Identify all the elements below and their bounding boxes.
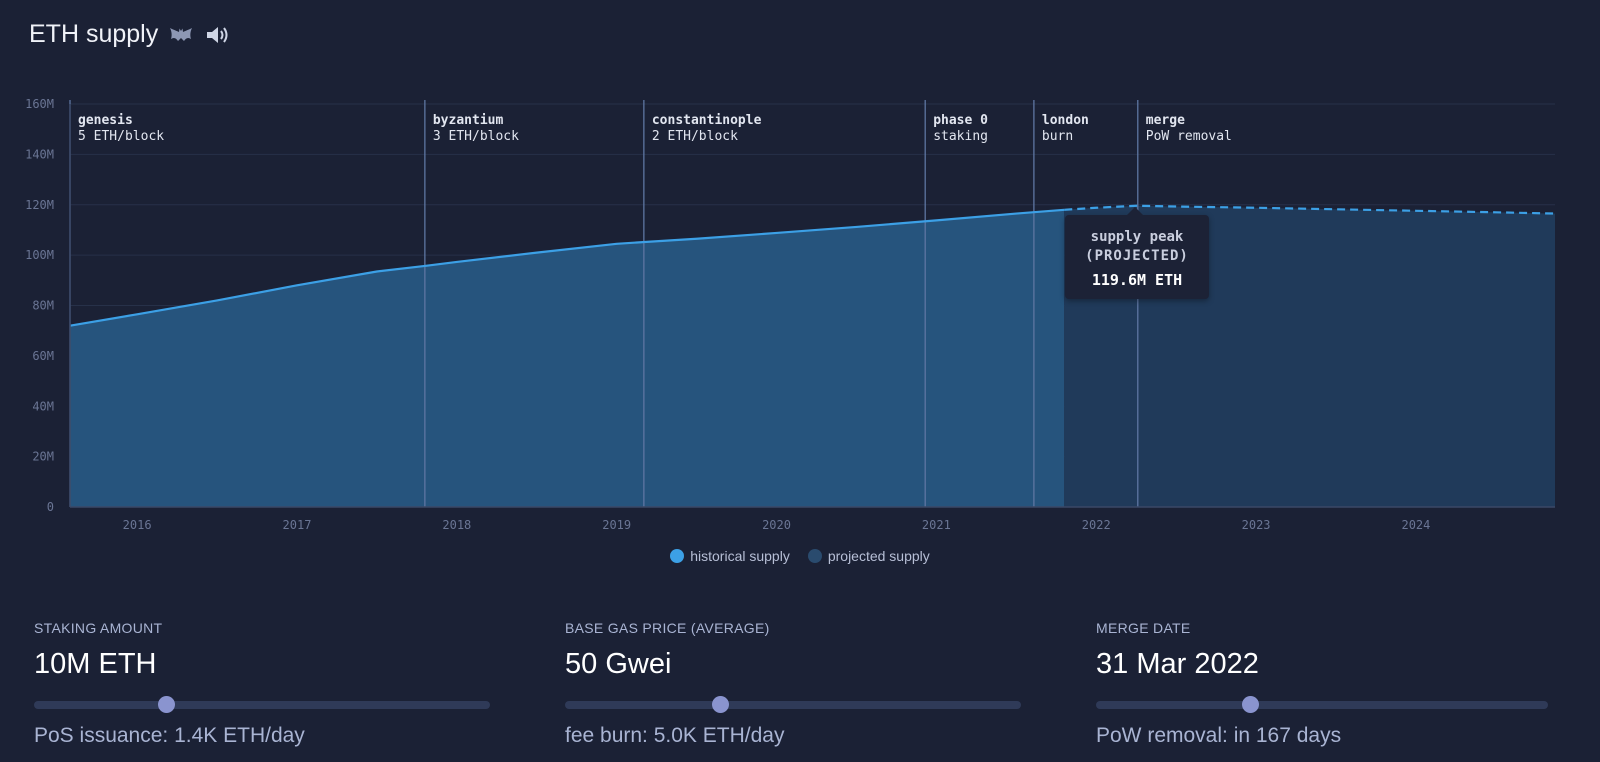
- staking-slider[interactable]: [34, 696, 490, 713]
- x-tick-label: 2021: [922, 518, 951, 532]
- historical-supply-area: [70, 209, 1065, 507]
- era-name-label: merge: [1146, 113, 1185, 128]
- tooltip-value: 119.6M ETH: [1091, 271, 1183, 289]
- x-tick-label: 2018: [442, 518, 471, 532]
- merge-slider[interactable]: [1096, 696, 1548, 713]
- era-name-label: genesis: [78, 113, 133, 128]
- x-tick-label: 2017: [283, 518, 312, 532]
- merge-label: MERGE DATE: [1096, 620, 1191, 636]
- chart-legend: historical supply projected supply: [0, 548, 1600, 564]
- y-tick-label: 80M: [32, 299, 54, 313]
- era-sub-label: PoW removal: [1146, 129, 1232, 144]
- legend-label-historical: historical supply: [690, 548, 790, 564]
- x-tick-label: 2020: [762, 518, 791, 532]
- era-name-label: london: [1042, 113, 1089, 128]
- x-tick-label: 2022: [1082, 518, 1111, 532]
- y-tick-label: 140M: [25, 147, 54, 161]
- era-name-label: constantinople: [652, 113, 762, 128]
- y-tick-label: 0: [47, 500, 54, 514]
- x-tick-label: 2024: [1401, 518, 1430, 532]
- bat-icon[interactable]: [168, 22, 194, 48]
- speaker-icon[interactable]: [204, 22, 230, 48]
- era-sub-label: 3 ETH/block: [433, 129, 519, 144]
- era-name-label: byzantium: [433, 113, 504, 128]
- x-tick-label: 2023: [1242, 518, 1271, 532]
- staking-value: 10M ETH: [34, 648, 157, 680]
- tooltip-title: supply peak: [1090, 229, 1184, 245]
- page-title: ETH supply: [29, 20, 159, 48]
- y-tick-label: 120M: [25, 198, 54, 212]
- x-tick-label: 2016: [123, 518, 152, 532]
- projected-supply-line: [1064, 204, 1556, 215]
- gas-slider[interactable]: [565, 696, 1021, 713]
- legend-historical[interactable]: historical supply: [670, 548, 790, 564]
- era-sub-label: 2 ETH/block: [652, 129, 738, 144]
- gas-slider-knob[interactable]: [712, 696, 730, 713]
- era-sub-label: burn: [1042, 129, 1073, 144]
- supply-peak-tooltip: supply peak (PROJECTED) 119.6M ETH: [1065, 207, 1209, 299]
- x-tick-label: 2019: [602, 518, 631, 532]
- staking-issuance: PoS issuance: 1.4K ETH/day: [34, 724, 305, 747]
- legend-projected[interactable]: projected supply: [807, 548, 930, 564]
- page-header: ETH supply: [29, 20, 230, 49]
- merge-value: 31 Mar 2022: [1096, 648, 1259, 680]
- fee-burn: fee burn: 5.0K ETH/day: [565, 724, 785, 747]
- era-name-label: phase 0: [933, 113, 988, 128]
- historical-supply-line: [69, 208, 1065, 327]
- era-sub-label: 5 ETH/block: [78, 129, 164, 144]
- chart-lines: [69, 204, 1556, 327]
- staking-label: STAKING AMOUNT: [34, 620, 163, 636]
- staking-panel: STAKING AMOUNT 10M ETH PoS issuance: 1.4…: [34, 620, 490, 748]
- staking-slider-knob[interactable]: [158, 696, 176, 713]
- merge-panel: MERGE DATE 31 Mar 2022 PoW removal: in 1…: [1096, 620, 1548, 748]
- y-tick-label: 60M: [32, 349, 54, 363]
- y-tick-label: 20M: [32, 450, 54, 464]
- merge-slider-knob[interactable]: [1241, 696, 1259, 713]
- gas-value: 50 Gwei: [565, 648, 672, 680]
- y-tick-label: 160M: [25, 97, 54, 111]
- legend-swatch-projected: [807, 549, 822, 563]
- chart-areas: [70, 205, 1555, 507]
- gas-label: BASE GAS PRICE (AVERAGE): [565, 620, 770, 636]
- y-tick-label: 40M: [32, 399, 54, 413]
- legend-swatch-historical: [670, 549, 685, 563]
- y-tick-label: 100M: [25, 248, 54, 262]
- chart-axes: 0 20M 40M 60M 80M 100M 120M 140M 160M 2016 2017 201…: [25, 97, 1555, 532]
- legend-label-projected: projected supply: [827, 548, 930, 564]
- gas-panel: BASE GAS PRICE (AVERAGE) 50 Gwei fee bur…: [565, 620, 1021, 748]
- tooltip-subtitle: (PROJECTED): [1085, 248, 1189, 264]
- era-sub-label: staking: [933, 129, 988, 144]
- pow-removal: PoW removal: in 167 days: [1096, 724, 1342, 747]
